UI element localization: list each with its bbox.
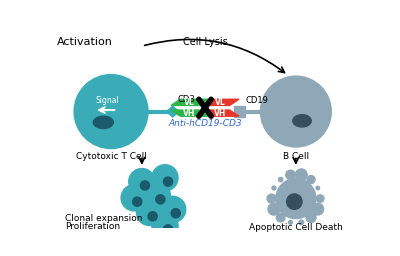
Circle shape <box>295 169 307 181</box>
Circle shape <box>171 209 180 218</box>
Ellipse shape <box>93 116 113 129</box>
Circle shape <box>164 225 173 234</box>
Circle shape <box>133 197 142 206</box>
Circle shape <box>288 220 292 224</box>
Circle shape <box>276 213 285 222</box>
Circle shape <box>260 76 331 147</box>
Circle shape <box>286 170 295 179</box>
Text: Signal: Signal <box>95 97 119 105</box>
Circle shape <box>164 177 173 186</box>
Circle shape <box>267 194 276 203</box>
Text: Clonal expansion: Clonal expansion <box>65 214 142 223</box>
Circle shape <box>287 194 302 209</box>
Text: Anti-hCD19-CD3: Anti-hCD19-CD3 <box>168 119 242 128</box>
Text: Apoptotic Cell Death: Apoptotic Cell Death <box>249 223 343 232</box>
Circle shape <box>306 213 316 222</box>
Polygon shape <box>171 99 208 105</box>
Polygon shape <box>171 110 208 116</box>
Text: VH: VH <box>184 109 196 118</box>
Circle shape <box>140 181 150 190</box>
Text: Activation: Activation <box>57 37 113 47</box>
Text: VL: VL <box>215 98 226 107</box>
Text: CD19: CD19 <box>245 95 268 104</box>
Circle shape <box>299 220 304 225</box>
Circle shape <box>276 179 316 219</box>
Circle shape <box>268 203 280 215</box>
Circle shape <box>121 185 147 211</box>
Text: VH: VH <box>214 109 226 118</box>
Circle shape <box>316 195 324 202</box>
Circle shape <box>148 212 157 221</box>
Circle shape <box>156 195 165 204</box>
Circle shape <box>312 203 324 215</box>
Circle shape <box>152 212 178 239</box>
Text: Cytotoxic T Cell: Cytotoxic T Cell <box>76 152 146 161</box>
Text: Proliferation: Proliferation <box>65 222 120 231</box>
FancyBboxPatch shape <box>234 106 245 117</box>
Circle shape <box>136 199 163 226</box>
Circle shape <box>272 186 276 190</box>
Circle shape <box>144 183 170 209</box>
Circle shape <box>307 176 315 184</box>
Circle shape <box>278 177 283 182</box>
Polygon shape <box>202 110 239 116</box>
Polygon shape <box>166 106 179 117</box>
Circle shape <box>74 74 148 148</box>
Text: CD3: CD3 <box>178 95 195 104</box>
Circle shape <box>160 196 186 222</box>
Ellipse shape <box>293 115 311 127</box>
Circle shape <box>129 168 155 195</box>
Circle shape <box>316 186 320 190</box>
Text: B Cell: B Cell <box>283 152 309 161</box>
Circle shape <box>152 165 178 191</box>
Text: Cell Lysis: Cell Lysis <box>183 37 227 47</box>
Polygon shape <box>202 99 239 105</box>
Text: VL: VL <box>184 98 195 107</box>
